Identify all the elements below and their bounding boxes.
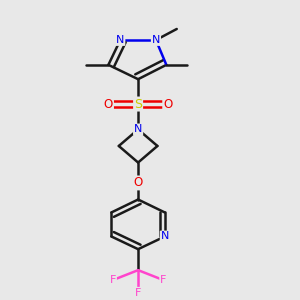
Text: O: O xyxy=(104,98,113,110)
Text: F: F xyxy=(135,288,141,298)
Text: O: O xyxy=(134,176,143,190)
Text: N: N xyxy=(152,35,160,45)
Text: N: N xyxy=(134,124,142,134)
Text: N: N xyxy=(161,232,169,242)
Text: N: N xyxy=(116,35,124,45)
Text: O: O xyxy=(163,98,172,110)
Text: F: F xyxy=(160,275,167,285)
Text: S: S xyxy=(134,98,142,110)
Text: F: F xyxy=(110,275,116,285)
